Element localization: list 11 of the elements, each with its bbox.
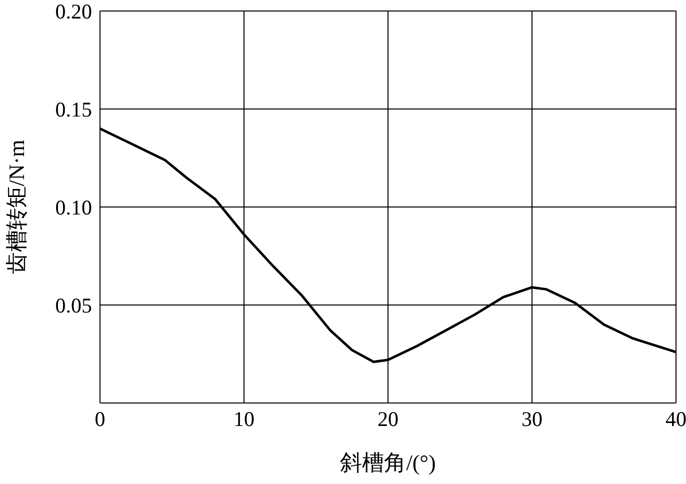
x-tick-label: 20	[378, 406, 398, 431]
y-axis-title: 齿槽转矩/N·m	[4, 140, 29, 274]
x-tick-label: 30	[522, 406, 542, 431]
x-axis-title: 斜槽角/(°)	[340, 450, 436, 475]
y-tick-label: 0.20	[55, 0, 92, 24]
x-tick-label: 40	[666, 406, 686, 431]
x-tick-label: 0	[94, 406, 106, 431]
y-tick-label: 0.15	[55, 97, 92, 122]
x-tick-label: 10	[234, 406, 254, 431]
y-tick-label: 0.05	[55, 293, 92, 318]
y-tick-label: 0.10	[55, 195, 92, 220]
